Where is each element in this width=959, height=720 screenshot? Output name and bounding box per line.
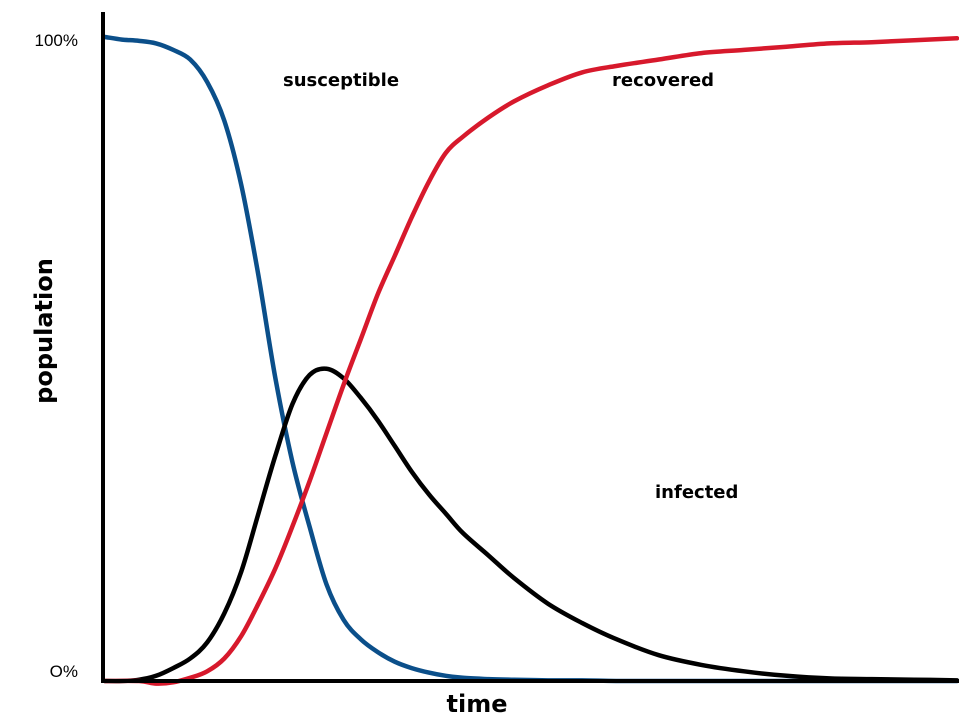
y-tick-label-top: 100%	[35, 31, 78, 50]
series-layer	[102, 34, 959, 686]
y-tick-label-bottom: O%	[50, 662, 78, 681]
series-line-susceptible	[102, 34, 959, 684]
series-label-susceptible: susceptible	[283, 70, 399, 91]
series-line-infected	[102, 366, 959, 684]
series-label-recovered: recovered	[612, 70, 714, 91]
series-line-recovered	[102, 36, 959, 686]
y-axis-title: population	[30, 258, 58, 404]
x-axis-title: time	[447, 690, 508, 718]
series-label-infected: infected	[655, 482, 738, 503]
